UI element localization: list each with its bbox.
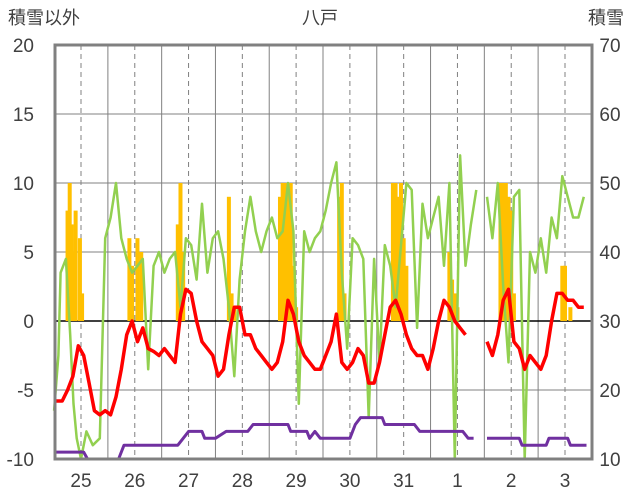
right-tick-label: 30 <box>599 312 620 333</box>
precip-bar <box>277 196 282 321</box>
series-line <box>52 154 478 461</box>
day-tick-label: 25 <box>70 471 91 492</box>
precip-bar <box>135 238 140 321</box>
day-tick-label: 30 <box>339 471 360 492</box>
right-tick-label: 40 <box>599 243 620 264</box>
day-tick-label: 31 <box>393 471 414 492</box>
right-axis-label: 積雪 <box>588 8 624 29</box>
series-line <box>487 436 587 447</box>
precip-bar <box>130 265 135 321</box>
chart-title: 八戸 <box>302 8 338 29</box>
precip-bar <box>127 238 132 321</box>
plot-frame <box>53 43 594 461</box>
day-tick-label: 3 <box>560 471 571 492</box>
right-tick-label: 60 <box>599 105 620 126</box>
precip-bar <box>67 183 72 321</box>
axis-ticks: -10 -5 0 5 10 15 20 10 20 30 40 50 60 70 25 26 27 28 29 30 3… <box>7 36 621 492</box>
left-axis-label: 積雪以外 <box>8 8 80 29</box>
day-tick-label: 28 <box>232 471 253 492</box>
precip-bar <box>511 293 516 321</box>
precip-bar <box>447 252 452 321</box>
precip-bar <box>337 196 342 321</box>
precip-bar <box>226 196 231 321</box>
left-tick-label: 5 <box>23 243 34 264</box>
left-tick-label: -10 <box>7 450 34 471</box>
series-line <box>54 416 474 461</box>
precip-bar <box>65 210 70 321</box>
right-tick-label: 10 <box>599 450 620 471</box>
right-tick-label: 70 <box>599 36 620 57</box>
precip-bar <box>280 183 285 321</box>
precip-bar <box>286 183 291 321</box>
right-tick-label: 50 <box>599 174 620 195</box>
precip-bar <box>452 293 457 321</box>
precip-bar <box>503 183 508 321</box>
day-tick-label: 29 <box>286 471 307 492</box>
precip-bar <box>283 183 288 321</box>
precip-bar <box>401 238 406 321</box>
left-tick-label: 0 <box>23 312 34 333</box>
precip-bar <box>390 183 395 321</box>
precip-bar <box>69 224 74 321</box>
left-tick-label: 20 <box>13 36 34 57</box>
precip-bar <box>139 252 144 321</box>
series-line <box>54 287 467 417</box>
precip-bar <box>506 196 511 321</box>
day-tick-label: 26 <box>124 471 145 492</box>
precip-bar <box>73 210 78 321</box>
precip-bar <box>77 238 82 321</box>
left-tick-label: -5 <box>17 381 34 402</box>
precip-bar <box>178 183 183 321</box>
series-line <box>485 287 584 372</box>
left-tick-label: 15 <box>13 105 34 126</box>
precip-bar <box>393 183 398 321</box>
day-tick-label: 2 <box>506 471 517 492</box>
series-line <box>485 174 586 461</box>
precip-bar <box>501 183 506 321</box>
precip-bar <box>568 307 573 321</box>
day-tick-label: 1 <box>452 471 463 492</box>
precip-bar <box>80 293 85 321</box>
precip-bar <box>563 265 567 321</box>
precip-bar <box>396 196 401 321</box>
precip-bar <box>291 265 296 321</box>
precip-bar <box>404 265 409 321</box>
series-lines <box>52 154 587 461</box>
right-tick-label: 20 <box>599 381 620 402</box>
precip-bar <box>288 183 293 321</box>
precip-bar <box>229 293 234 321</box>
left-tick-label: 10 <box>13 174 34 195</box>
day-tick-label: 27 <box>178 471 199 492</box>
